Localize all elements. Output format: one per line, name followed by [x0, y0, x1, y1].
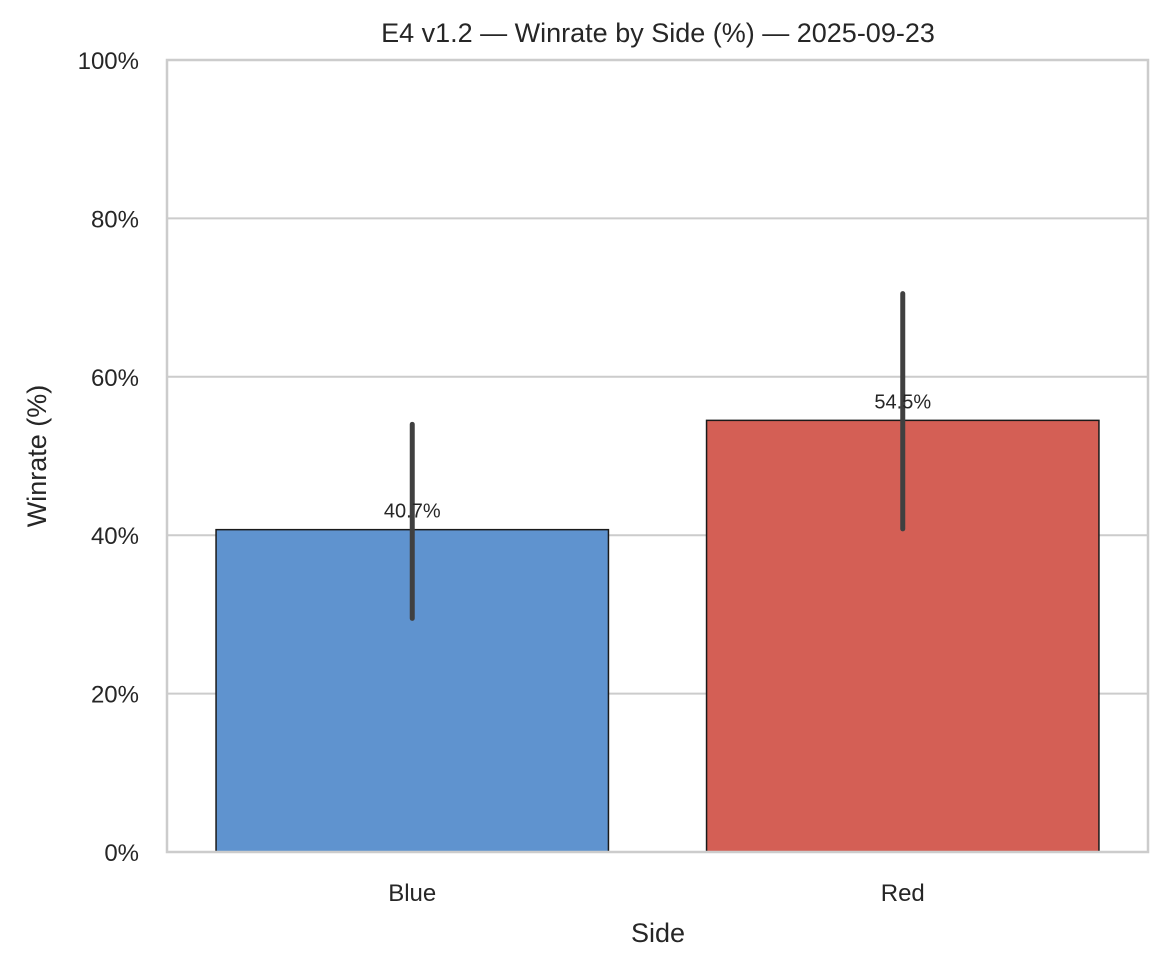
y-axis-label: Winrate (%)	[22, 385, 52, 528]
error-bars	[409, 291, 906, 621]
x-tick-label-red: Red	[881, 880, 925, 907]
data-label-blue: 40.7%	[384, 501, 441, 523]
y-tick-label: 40%	[91, 523, 139, 550]
bars	[215, 419, 1100, 853]
x-axis-label: Side	[631, 918, 685, 948]
y-tick-label: 100%	[78, 48, 139, 75]
y-tick-label: 80%	[91, 206, 139, 233]
data-label-red: 54.5%	[874, 391, 931, 413]
y-tick-label: 20%	[91, 682, 139, 709]
y-axis-ticks: 0% 20% 40% 60% 80% 100%	[78, 48, 139, 867]
plot-frame	[165, 58, 1150, 854]
x-axis-ticks: Blue Red	[388, 880, 925, 907]
plot-border	[165, 58, 1150, 854]
data-labels: 40.7% 54.5%	[384, 391, 931, 522]
chart-title: E4 v1.2 — Winrate by Side (%) — 2025-09-…	[381, 18, 935, 48]
y-tick-label: 0%	[104, 840, 139, 867]
x-tick-label-blue: Blue	[388, 880, 436, 907]
y-tick-label: 60%	[91, 365, 139, 392]
